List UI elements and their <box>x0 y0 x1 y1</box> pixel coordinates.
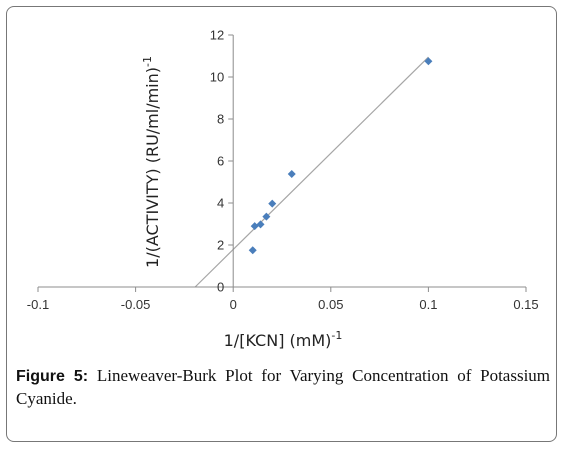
y-axis-title: 1/(ACTIVITY) (RU/ml/min)-1 <box>141 56 162 268</box>
y-tick-label: 2 <box>217 238 224 253</box>
lineweaver-burk-chart: -0.1 -0.05 0 0.05 0.1 0.15 0 2 4 6 8 10 12 1/[KCN] (… <box>27 28 539 351</box>
x-tick-label: 0.15 <box>513 297 538 312</box>
y-tick-label: 8 <box>217 112 224 127</box>
caption-text: Lineweaver-Burk Plot for Varying Concent… <box>16 366 551 408</box>
y-tick-label: 12 <box>210 28 224 43</box>
x-tick-label: 0.1 <box>419 297 437 312</box>
x-axis-title: 1/[KCN] (mM)-1 <box>224 329 343 350</box>
linear-trendline <box>194 56 429 288</box>
y-tick-label: 10 <box>210 70 224 85</box>
x-tick-label: 0 <box>230 297 237 312</box>
data-point <box>256 220 265 229</box>
y-tick-label: 0 <box>217 280 224 295</box>
data-point <box>268 199 277 208</box>
x-tick-label: -0.1 <box>27 297 49 312</box>
data-point <box>248 246 257 255</box>
caption-label: Figure 5: <box>16 368 89 385</box>
figure-caption: Figure 5: Lineweaver-Burk Plot for Varyi… <box>16 365 550 410</box>
data-point <box>424 57 433 66</box>
data-point <box>250 222 259 231</box>
figure-frame <box>6 6 557 442</box>
y-tick-label: 6 <box>217 154 224 169</box>
data-point <box>287 170 296 179</box>
x-tick-label: 0.05 <box>318 297 343 312</box>
x-tick-label: -0.05 <box>121 297 151 312</box>
y-tick-label: 4 <box>217 196 224 211</box>
data-point <box>262 212 271 221</box>
